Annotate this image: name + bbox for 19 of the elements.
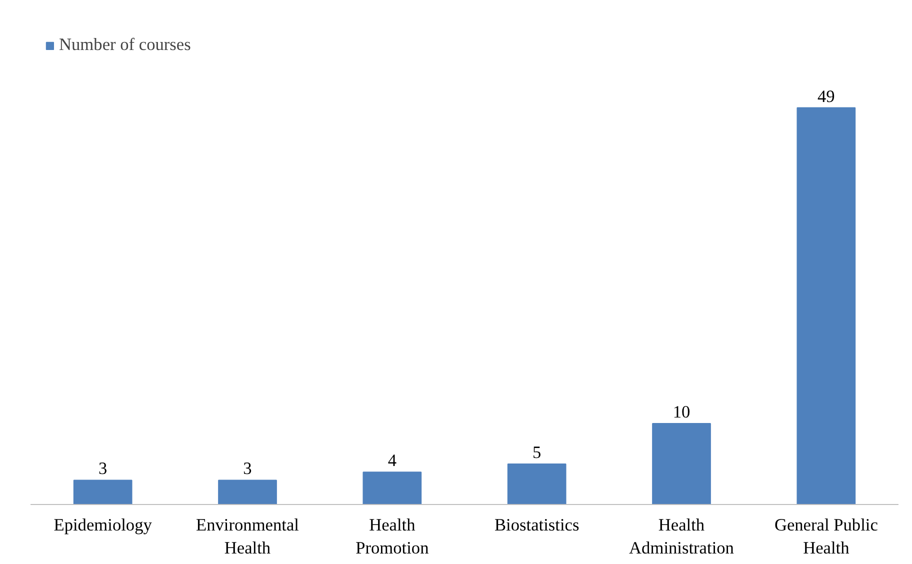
x-tick-label: Biostatistics <box>494 516 580 534</box>
legend-label: Number of courses <box>59 35 191 55</box>
x-tick-label: Environmental Health <box>196 516 300 558</box>
data-label: 49 <box>818 86 835 106</box>
bar <box>507 464 566 504</box>
data-label: 5 <box>532 443 542 462</box>
bar <box>73 480 132 504</box>
bar <box>218 480 277 504</box>
x-tick-label: Health Promotion <box>356 516 430 558</box>
bar <box>796 107 856 504</box>
x-tick-label: Epidemiology <box>54 516 152 534</box>
data-label: 4 <box>388 451 397 470</box>
x-tick-label: General Public Health <box>774 516 878 558</box>
data-label: 3 <box>98 459 108 478</box>
data-label: 10 <box>672 402 690 422</box>
data-label: 3 <box>243 459 252 478</box>
x-tick-label: Health Administration <box>629 516 734 558</box>
bar <box>652 423 711 504</box>
bar <box>362 472 422 504</box>
